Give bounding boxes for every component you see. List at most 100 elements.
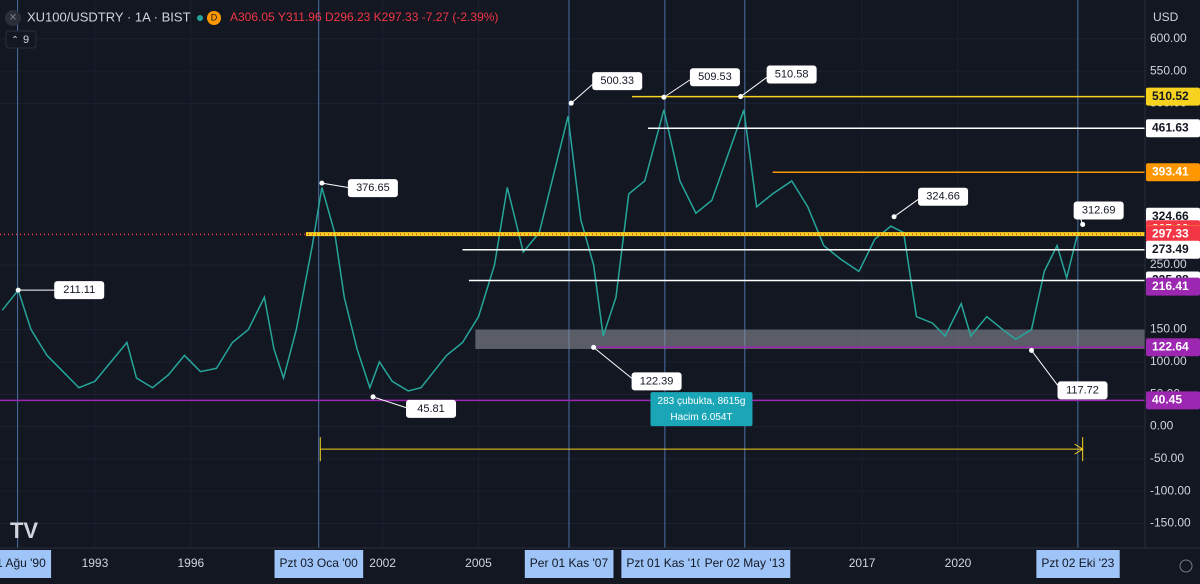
interval-badge[interactable] [207, 11, 221, 25]
x-tick-label: 2002 [369, 556, 396, 570]
callout-pointer [372, 396, 411, 410]
close-glyph: ✕ [9, 13, 17, 24]
measure-bars: 283 çubukta, 8615g [658, 396, 746, 407]
callout-box [347, 179, 398, 198]
x-tick-label: Pzt 03 Oca '00 [280, 556, 359, 570]
indicator-toggle[interactable] [5, 30, 37, 49]
price-label: 216.41 [1152, 279, 1189, 293]
callout-box [406, 399, 457, 418]
x-tick-label: Pzt 01 Kas '10 [626, 556, 703, 570]
x-tick-label-bg [274, 550, 364, 578]
callout-label: 324.66 [926, 191, 960, 203]
callout-label: 500.33 [600, 75, 634, 87]
x-tick-label-bg [621, 550, 709, 578]
price-label: 324.66 [1152, 209, 1189, 223]
price-label-bg [1146, 163, 1200, 182]
price-label: 393.41 [1152, 164, 1189, 178]
callout-point [370, 394, 376, 400]
price-label: 40.45 [1152, 393, 1182, 407]
callout-point [15, 287, 21, 293]
price-label-bg [1146, 277, 1200, 296]
indicator-count: 9 [23, 34, 29, 46]
callout-label: 510.58 [775, 68, 809, 80]
callout-box [1057, 381, 1108, 400]
chevron: ⌃ [11, 34, 19, 44]
price-label-bg [1146, 338, 1200, 357]
status-dot [197, 15, 203, 21]
close-icon[interactable] [5, 10, 21, 26]
price-label-bg [1146, 225, 1200, 244]
ohlc: A306.05 Y311.96 D296.23 K297.33 -7.27 (-… [230, 10, 498, 24]
y-tick-label: -150.00 [1150, 516, 1191, 530]
y-tick-label: 100.00 [1150, 354, 1187, 368]
measure-volume: Hacim 6.054T [670, 412, 732, 423]
callout-label: 122.39 [640, 375, 674, 387]
callout-box [592, 72, 643, 91]
callout-point [319, 180, 325, 186]
y-tick-label: -50.00 [1150, 451, 1184, 465]
measure-arrow [1074, 443, 1084, 455]
callout-point [591, 344, 597, 350]
price-label: 510.52 [1152, 89, 1189, 103]
x-tick-label: 2017 [849, 556, 876, 570]
price-label-bg [1146, 119, 1200, 138]
callout-label: 509.53 [698, 71, 732, 83]
callout-box [766, 65, 817, 84]
axes: 600.00550.00500.00250.00150.00100.0050.0… [0, 31, 1200, 578]
x-tick-label: 1996 [177, 556, 204, 570]
callout-pointer [570, 80, 597, 104]
x-tick-label: 01 Ağu '90 [0, 556, 46, 570]
callout-label: 45.81 [417, 403, 445, 415]
callout-point [891, 214, 897, 220]
callout-point [1080, 221, 1086, 227]
callout-label: 312.69 [1082, 204, 1116, 216]
x-tick-label: Per 02 May '13 [705, 556, 786, 570]
callout-box [631, 372, 682, 391]
currency[interactable]: USD [1153, 10, 1179, 24]
x-tick-label: Per 01 Kas '07 [530, 556, 609, 570]
price-label: 273.49 [1152, 242, 1189, 256]
price-label: 122.64 [1152, 339, 1189, 353]
y-tick-label: 250.00 [1150, 257, 1187, 271]
y-tick-label: 550.00 [1150, 63, 1187, 77]
y-tick-label: 600.00 [1150, 31, 1187, 45]
logo[interactable]: TV [10, 518, 38, 543]
x-tick-label: 2020 [945, 556, 972, 570]
settings-icon[interactable] [1179, 559, 1193, 573]
callout-box [918, 187, 969, 206]
x-tick-label-bg [524, 550, 614, 578]
callout-pointer [1031, 350, 1062, 391]
callout-box [689, 68, 740, 87]
symbol[interactable]: XU100/USDTRY · 1A · BIST [27, 9, 191, 24]
x-tick-label: 1993 [82, 556, 109, 570]
callout-point [661, 94, 667, 100]
callout-pointer [593, 347, 636, 382]
x-tick-label-bg [1036, 550, 1120, 578]
callout-pointer [663, 76, 695, 98]
x-tick-label-bg [0, 550, 52, 578]
x-tick-label-bg [699, 550, 791, 578]
callout-label: 376.65 [356, 182, 390, 194]
y-tick-label: 0.00 [1150, 419, 1174, 433]
callout-point [568, 100, 574, 106]
x-tick-label: 2005 [465, 556, 492, 570]
support-zone [475, 329, 1146, 349]
callout-label: 117.72 [1066, 384, 1099, 396]
callout-pointer [321, 182, 352, 189]
callout-label: 211.11 [63, 284, 95, 296]
price-label-bg [1146, 240, 1200, 259]
plot-area: 211.11 376.65 500.33 509.53 510.58 324.66 312.… [0, 0, 1146, 548]
price-label: 461.63 [1152, 120, 1189, 134]
price-label: 297.33 [1152, 227, 1189, 241]
y-tick-label: -100.00 [1150, 483, 1191, 497]
callout-point [1029, 347, 1035, 353]
measure-info-box [650, 392, 753, 427]
callout-point [738, 94, 744, 100]
interval-badge-text: D [211, 12, 218, 22]
x-tick-label: Pzt 02 Eki '23 [1041, 556, 1114, 570]
price-label-bg [1146, 87, 1200, 106]
callout-pointer [740, 74, 771, 97]
y-tick-label: 150.00 [1150, 322, 1187, 336]
